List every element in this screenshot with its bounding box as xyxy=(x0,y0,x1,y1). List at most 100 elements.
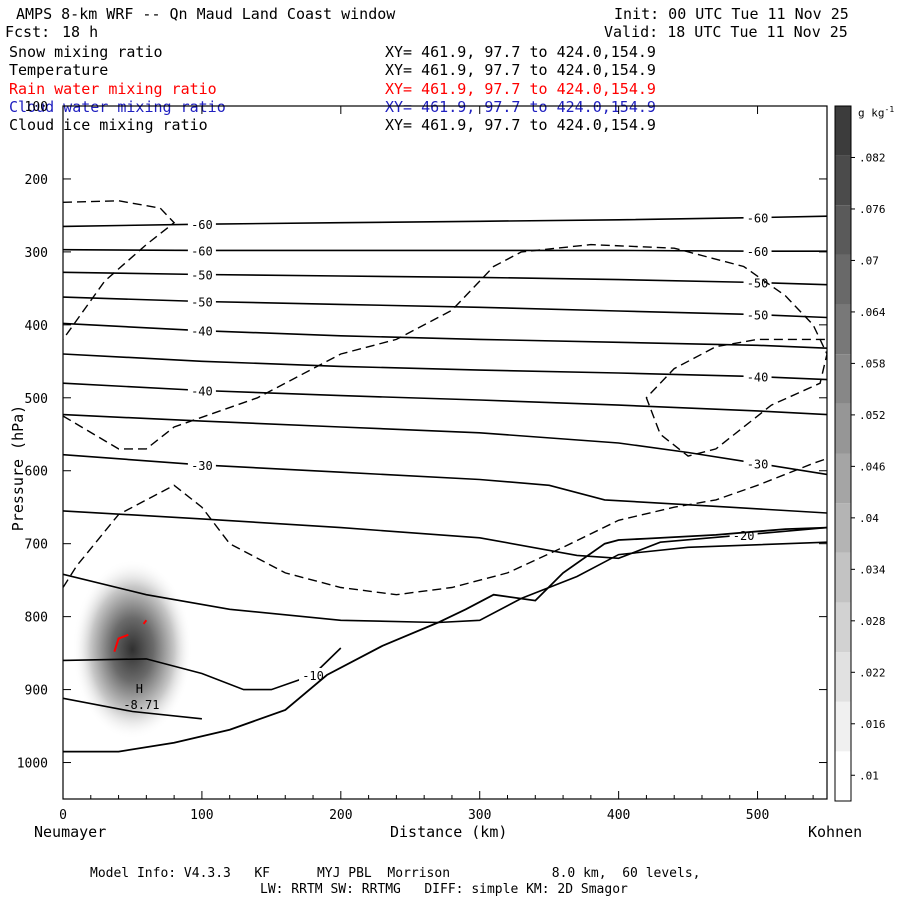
temperature-contour xyxy=(63,271,827,286)
temperature-contour-label: -40 xyxy=(747,371,769,385)
field-name-temperature: Temperature xyxy=(9,61,109,79)
contour-label-bg xyxy=(187,267,216,281)
model-info-line1: Model Info: V4.3.3 KF MYJ PBL Morrison 8… xyxy=(90,866,701,881)
colorbar-segment xyxy=(835,751,851,801)
temperature-contour-label: -30 xyxy=(191,459,213,473)
colorbar-segment xyxy=(835,354,851,404)
contour-label-bg xyxy=(743,244,772,258)
y-tick-label: 900 xyxy=(25,684,48,699)
colorbar-segment xyxy=(835,652,851,702)
colorbar-tick-label: .022 xyxy=(859,666,886,679)
temperature-contour-label: -50 xyxy=(747,277,769,291)
contour-label-bg xyxy=(743,210,772,224)
x-end-label-right: Kohnen xyxy=(808,823,863,841)
colorbar-tick-label: .046 xyxy=(859,460,886,473)
model-info-line2: LW: RRTM SW: RRTMG DIFF: simple KM: 2D S… xyxy=(260,882,628,897)
colorbar-segment xyxy=(835,453,851,504)
x-axis-title: Distance (km) xyxy=(390,823,508,841)
temperature-contour-label: -60 xyxy=(191,244,213,258)
x-end-label-left: Neumayer xyxy=(34,823,107,841)
temperature-contour xyxy=(63,382,827,416)
contour-label-bg xyxy=(743,275,772,289)
contour-label-bg xyxy=(187,294,216,308)
contour-label-bg xyxy=(187,217,216,231)
colorbar-tick-label: .01 xyxy=(859,769,879,782)
temperature-contour-label: -60 xyxy=(747,245,769,259)
cloud-ice-contour xyxy=(63,200,176,340)
colorbar-tick-label: .04 xyxy=(859,512,879,525)
contour-label-bg xyxy=(187,323,216,337)
init-time: Init: 00 UTC Tue 11 Nov 25 xyxy=(614,5,849,23)
field-name-cloud-ice: Cloud ice mixing ratio xyxy=(9,116,208,134)
field-xy-cloud-water: XY= 461.9, 97.7 to 424.0,154.9 xyxy=(385,98,656,116)
forecast-label: Fcst: xyxy=(5,23,51,41)
temperature-contour xyxy=(63,413,827,476)
temperature-contour xyxy=(63,215,827,228)
forecast-hours: 18 h xyxy=(62,23,99,41)
temperature-contour-label: -50 xyxy=(191,269,213,283)
temperature-contour xyxy=(63,697,202,720)
contour-label-bg xyxy=(299,667,328,681)
temperature-contour-label: -40 xyxy=(191,325,213,339)
colorbar-segment xyxy=(835,552,851,603)
temperature-contour xyxy=(63,353,827,381)
y-tick-label: 800 xyxy=(25,611,48,626)
field-name-cloud-water: Cloud water mixing ratio xyxy=(9,98,226,116)
temperature-contour xyxy=(63,510,827,560)
temperature-contour-label: -40 xyxy=(191,384,213,398)
terrain-line xyxy=(63,526,827,753)
colorbar-segment xyxy=(835,205,851,255)
contour-label-bg xyxy=(187,243,216,257)
colorbar-segment xyxy=(835,254,851,305)
colorbar-tick-label: .034 xyxy=(859,563,886,576)
cloud-ice-contour xyxy=(63,243,827,596)
x-tick-label: 0 xyxy=(59,808,67,823)
field-xy-snow: XY= 461.9, 97.7 to 424.0,154.9 xyxy=(385,43,656,61)
temperature-contour xyxy=(63,541,827,624)
chart-title: AMPS 8-km WRF -- Qn Maud Land Coast wind… xyxy=(16,5,396,23)
colorbar-segment xyxy=(835,403,851,454)
field-name-snow: Snow mixing ratio xyxy=(9,43,163,61)
temperature-contour-label: -60 xyxy=(191,218,213,232)
y-tick-label: 400 xyxy=(25,319,48,334)
temperature-contour xyxy=(63,248,827,252)
y-tick-label: 300 xyxy=(25,246,48,261)
y-tick-label: 500 xyxy=(25,392,48,407)
temperature-contour-label: -20 xyxy=(733,529,755,543)
colorbar-tick-label: .076 xyxy=(859,203,886,216)
y-tick-label: 1000 xyxy=(17,757,48,772)
contour-label-bg xyxy=(187,383,216,397)
colorbar-segment xyxy=(835,701,851,752)
contour-label-bg xyxy=(743,307,772,321)
temperature-contour xyxy=(63,322,827,349)
colorbar-segment xyxy=(835,155,851,206)
y-tick-label: 600 xyxy=(25,465,48,480)
colorbar-tick-label: .058 xyxy=(859,357,886,370)
colorbar-segment xyxy=(835,304,851,355)
y-tick-label: 100 xyxy=(25,100,48,115)
x-tick-label: 200 xyxy=(329,808,352,823)
valid-time: Valid: 18 UTC Tue 11 Nov 25 xyxy=(604,23,848,41)
temperature-contour-label: -50 xyxy=(191,295,213,309)
colorbar-tick-label: .07 xyxy=(859,254,879,267)
colorbar-tick-label: .028 xyxy=(859,615,886,628)
plot-frame xyxy=(62,105,828,800)
x-tick-label: 500 xyxy=(746,808,769,823)
temperature-contour-label: -10 xyxy=(302,669,324,683)
y-tick-label: 700 xyxy=(25,538,48,553)
contour-label-bg xyxy=(743,369,772,383)
field-xy-cloud-ice: XY= 461.9, 97.7 to 424.0,154.9 xyxy=(385,116,656,134)
field-xy-rain: XY= 461.9, 97.7 to 424.0,154.9 xyxy=(385,80,656,98)
colorbar-segment xyxy=(835,106,851,156)
contour-label-bg xyxy=(743,456,772,470)
colorbar-segment xyxy=(835,602,851,653)
x-tick-label: 300 xyxy=(468,808,491,823)
colorbar-tick-label: .016 xyxy=(859,718,886,731)
contour-label-bg xyxy=(187,457,216,471)
rain-water-contour xyxy=(142,619,148,625)
field-name-rain: Rain water mixing ratio xyxy=(9,80,217,98)
field-xy-temperature: XY= 461.9, 97.7 to 424.0,154.9 xyxy=(385,61,656,79)
temperature-contour-label: -30 xyxy=(747,457,769,471)
colorbar-frame xyxy=(834,105,852,802)
